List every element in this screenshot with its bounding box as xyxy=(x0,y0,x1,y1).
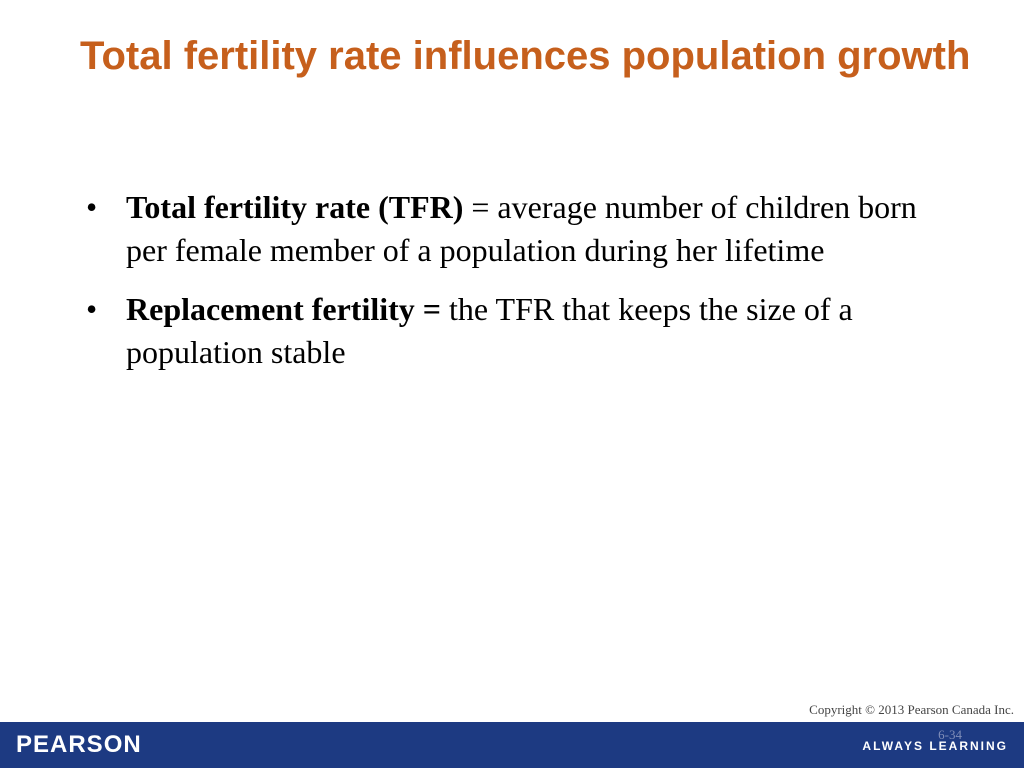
tagline: ALWAYS LEARNING xyxy=(862,739,1008,753)
copyright-notice: Copyright © 2013 Pearson Canada Inc. xyxy=(809,702,1014,717)
bullet-item-replacement: • Replacement fertility = the TFR that k… xyxy=(86,288,946,374)
bullet-list: • Total fertility rate (TFR) = average n… xyxy=(86,186,946,390)
bullet-term: Total fertility rate (TFR) xyxy=(126,189,464,225)
page-number: 6-34 xyxy=(938,727,962,742)
bullet-definition: average number of children born per fema… xyxy=(126,189,917,268)
slide-title: Total fertility rate influences populati… xyxy=(80,34,971,78)
bullet-definition: the TFR that keeps the size of a populat… xyxy=(126,291,853,370)
bullet-dot-icon: • xyxy=(86,189,98,225)
pearson-logo: PEARSON xyxy=(16,731,142,758)
bullet-item-tfr: • Total fertility rate (TFR) = average n… xyxy=(86,186,946,272)
bullet-dot-icon: • xyxy=(86,291,98,327)
footer-bar: PEARSON 6-34 ALWAYS LEARNING xyxy=(0,722,1024,768)
bullet-term: Replacement fertility = xyxy=(126,291,441,327)
bullet-separator xyxy=(441,291,449,327)
bullet-separator: = xyxy=(463,189,498,225)
